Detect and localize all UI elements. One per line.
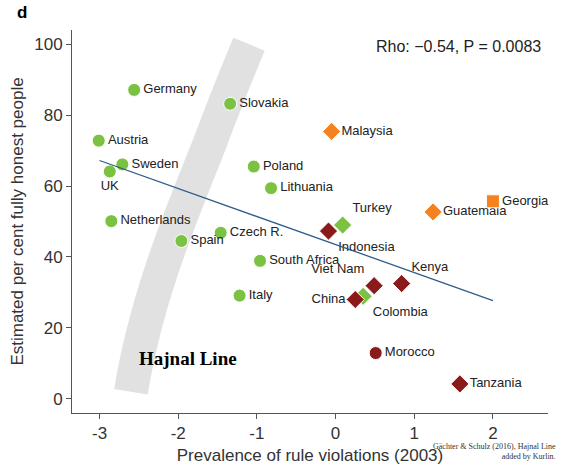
svg-text:Estimated per cent fully hones: Estimated per cent fully honest people xyxy=(8,77,27,365)
svg-text:20: 20 xyxy=(44,319,63,338)
svg-text:1: 1 xyxy=(410,424,419,443)
svg-text:Tanzania: Tanzania xyxy=(470,375,523,390)
svg-text:Viet Nam: Viet Nam xyxy=(311,261,364,276)
svg-text:0: 0 xyxy=(53,390,62,409)
svg-text:China: China xyxy=(312,291,347,306)
svg-text:South Africa: South Africa xyxy=(269,252,340,267)
svg-text:Spain: Spain xyxy=(190,232,223,247)
svg-text:Prevalence of rule violations: Prevalence of rule violations (2003) xyxy=(177,446,443,465)
svg-text:UK: UK xyxy=(101,178,119,193)
svg-text:Germany: Germany xyxy=(143,81,197,96)
svg-text:Malaysia: Malaysia xyxy=(341,123,393,138)
svg-text:d: d xyxy=(17,3,27,22)
svg-text:Czech R.: Czech R. xyxy=(230,224,283,239)
svg-text:Netherlands: Netherlands xyxy=(120,212,191,227)
svg-text:Poland: Poland xyxy=(263,158,303,173)
svg-text:-2: -2 xyxy=(171,424,186,443)
svg-text:-3: -3 xyxy=(92,424,107,443)
svg-text:Slovakia: Slovakia xyxy=(239,95,289,110)
svg-text:100: 100 xyxy=(34,35,62,54)
svg-text:Kenya: Kenya xyxy=(411,259,449,274)
svg-text:Colombia: Colombia xyxy=(373,304,429,319)
svg-text:Indonesia: Indonesia xyxy=(338,239,395,254)
svg-text:Georgia: Georgia xyxy=(502,193,549,208)
svg-text:Hajnal Line: Hajnal Line xyxy=(139,348,237,369)
svg-text:Austria: Austria xyxy=(108,132,149,147)
svg-text:80: 80 xyxy=(44,106,63,125)
svg-text:Sweden: Sweden xyxy=(131,156,178,171)
svg-text:-1: -1 xyxy=(249,424,264,443)
svg-text:2: 2 xyxy=(488,424,497,443)
svg-text:60: 60 xyxy=(44,177,63,196)
svg-text:Lithuania: Lithuania xyxy=(280,179,334,194)
svg-text:Rho: −0.54, P = 0.0083: Rho: −0.54, P = 0.0083 xyxy=(376,38,541,55)
svg-text:0: 0 xyxy=(331,424,340,443)
svg-text:Guatemala: Guatemala xyxy=(443,203,507,218)
svg-text:Gächter & Schulz (2016), Hajna: Gächter & Schulz (2016), Hajnal Lineadde… xyxy=(433,442,556,461)
svg-text:Italy: Italy xyxy=(249,287,273,302)
svg-text:Turkey: Turkey xyxy=(352,200,392,215)
svg-text:Morocco: Morocco xyxy=(385,344,435,359)
svg-text:40: 40 xyxy=(44,248,63,267)
